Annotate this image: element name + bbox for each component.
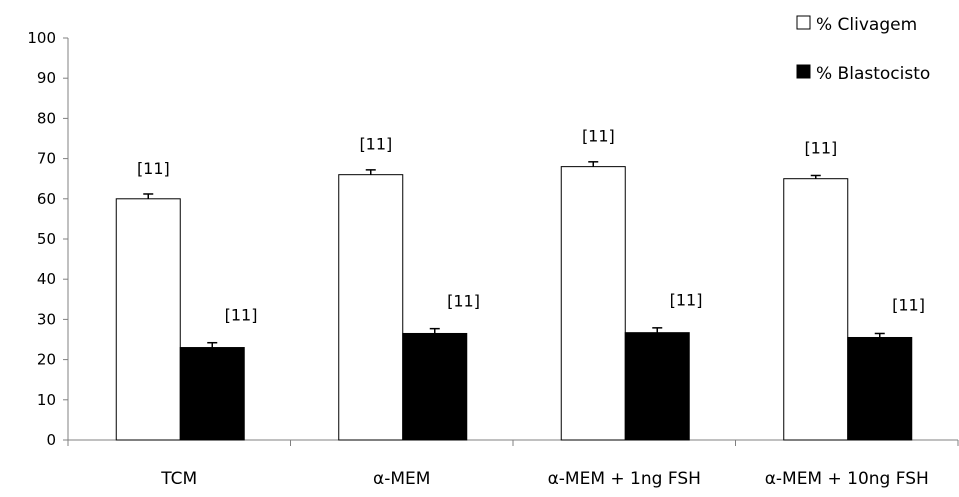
bar-clivagem [338, 174, 404, 441]
y-tick-label: 20 [37, 351, 56, 369]
y-tick-label: 90 [37, 69, 56, 87]
legend-label: % Blastocisto [816, 64, 930, 84]
legend: % Clivagem % Blastocisto [796, 15, 930, 84]
y-tick-label: 30 [37, 310, 56, 328]
axes: 0 10 20 30 40 50 60 70 80 90 100 TCM α-MEM α-MEM + 1n… [27, 29, 959, 489]
bars: [11] [11] [11] [11] [11] [11] [11] [11] [115, 127, 925, 441]
x-category-label: α-MEM + 10ng FSH [765, 469, 929, 489]
y-tick-label: 100 [27, 29, 56, 47]
x-category-label: α-MEM [373, 469, 430, 489]
bar-blastocisto [179, 347, 245, 441]
x-category-label: TCM [160, 469, 197, 489]
bar-clivagem [115, 198, 181, 441]
bar-blastocisto [402, 332, 468, 441]
y-tick-label: 50 [37, 230, 56, 248]
bar-clivagem [560, 166, 626, 441]
bar-clivagem [783, 178, 849, 441]
data-annotation: [11] [137, 159, 170, 178]
legend-label: % Clivagem [816, 15, 917, 35]
y-tick-label: 60 [37, 190, 56, 208]
y-tick-label: 70 [37, 150, 56, 168]
data-annotation: [11] [359, 135, 392, 154]
y-tick-label: 80 [37, 109, 56, 127]
data-annotation: [11] [582, 127, 615, 146]
data-annotation: [11] [804, 139, 837, 158]
legend-swatch-clivagem [796, 15, 811, 30]
data-annotation: [11] [225, 306, 258, 325]
legend-swatch-blastocisto [796, 64, 811, 79]
data-annotation: [11] [447, 291, 480, 310]
y-tick-label: 0 [46, 431, 56, 449]
y-tick-label: 40 [37, 270, 56, 288]
bar-blastocisto [624, 332, 690, 441]
data-annotation: [11] [670, 291, 703, 310]
y-tick-label: 10 [37, 391, 56, 409]
x-category-label: α-MEM + 1ng FSH [548, 469, 701, 489]
data-annotation: [11] [892, 295, 925, 314]
bar-blastocisto [847, 336, 913, 441]
